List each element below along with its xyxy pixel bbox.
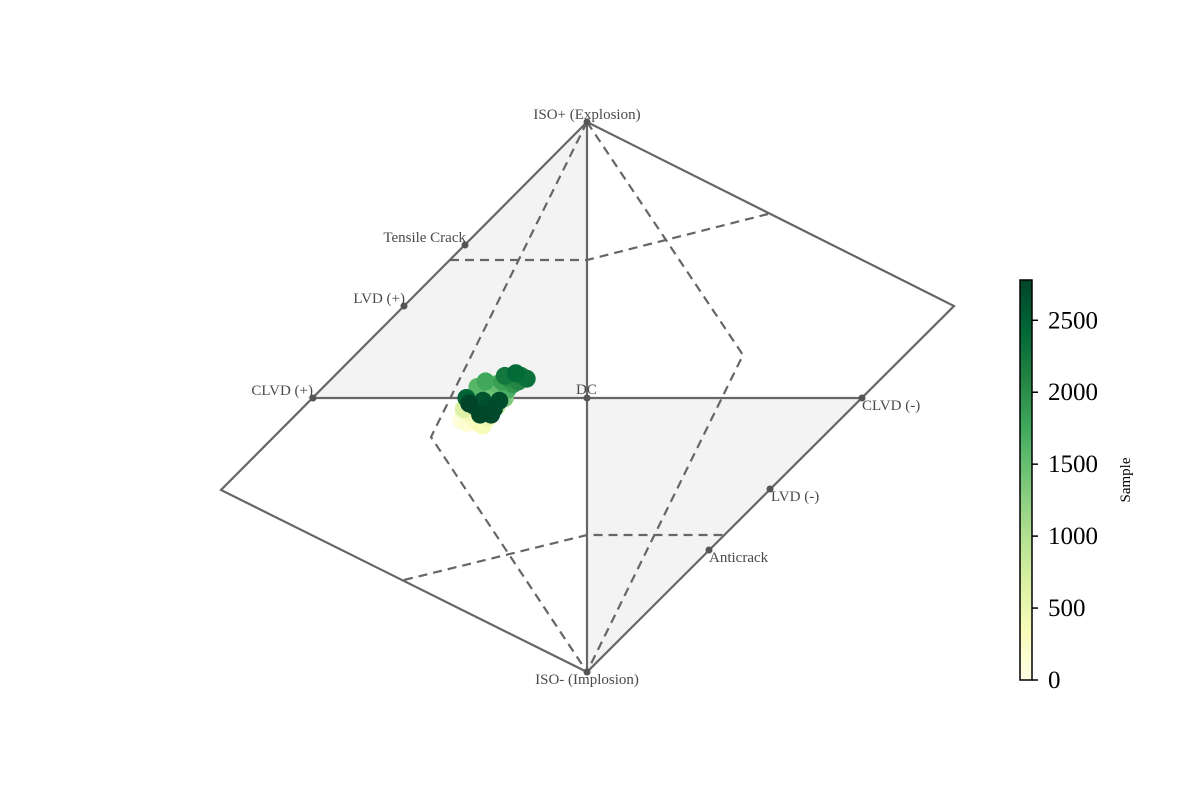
label-tensile-crack: Tensile Crack	[383, 230, 466, 246]
label-dc: DC	[576, 382, 597, 398]
colorbar-title: Sample	[1118, 457, 1134, 502]
colorbar-tick-label: 0	[1048, 667, 1061, 694]
scatter-point	[507, 364, 525, 382]
colorbar-gradient	[1020, 280, 1032, 680]
label-clvd-minus: CLVD (-)	[862, 398, 920, 414]
scatter-point	[477, 372, 495, 390]
label-iso-plus: ISO+ (Explosion)	[533, 107, 640, 123]
label-lvd-minus: LVD (-)	[771, 489, 819, 505]
colorbar-tick-label: 2000	[1048, 379, 1098, 406]
label-clvd-plus: CLVD (+)	[251, 383, 313, 399]
colorbar-tick-label: 2500	[1048, 307, 1098, 334]
colorbar-tick-label: 1500	[1048, 451, 1098, 478]
label-iso-minus: ISO- (Implosion)	[535, 672, 639, 688]
label-lvd-plus: LVD (+)	[353, 291, 405, 307]
colorbar-tick-label: 500	[1048, 595, 1086, 622]
scatter-point	[460, 395, 478, 413]
label-anticrack: Anticrack	[709, 550, 769, 566]
colorbar: 0 500 1000 1500 2000 2500 Sample	[1020, 280, 1134, 694]
colorbar-ticks: 0 500 1000 1500 2000 2500	[1032, 307, 1098, 694]
colorbar-tick-label: 1000	[1048, 523, 1098, 550]
